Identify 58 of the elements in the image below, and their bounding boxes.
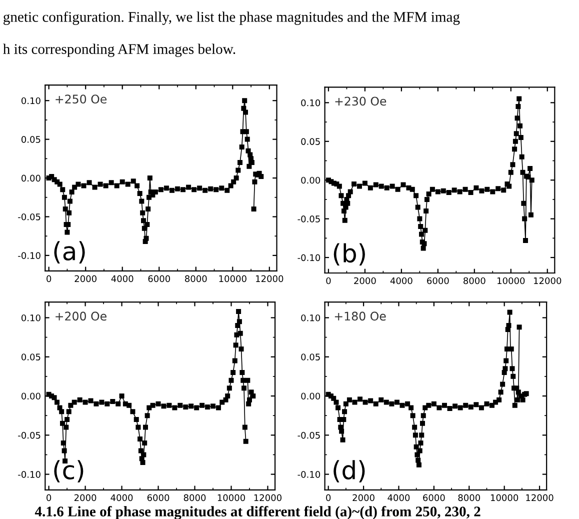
y-tick-label: 0.00	[21, 174, 40, 182]
annotation: (d)	[334, 460, 365, 482]
x-tick-label: 4000	[111, 275, 134, 282]
x-tick-label: 12000	[254, 494, 282, 502]
annotation: (b)	[334, 243, 365, 266]
x-tick-label: 0	[46, 275, 52, 282]
x-tick-label: 12000	[526, 494, 554, 502]
y-tick-label: -0.10	[18, 252, 40, 259]
x-tick-label: 4000	[388, 494, 410, 502]
y-tick-label: -0.10	[298, 471, 320, 478]
x-tick-label: 10000	[219, 275, 246, 282]
annotation: +250 Oe	[56, 94, 107, 104]
y-tick-label: 0.00	[301, 392, 320, 400]
y-tick-label: -0.05	[298, 432, 320, 439]
annotation: +200 Oe	[56, 312, 106, 321]
annotation: (c)	[54, 460, 84, 482]
x-tick-label: 2000	[354, 277, 376, 284]
y-tick-label: -0.05	[18, 432, 40, 439]
y-tick-label: 0.05	[301, 354, 320, 360]
x-tick-label: 6000	[423, 494, 445, 502]
x-tick-label: 0	[326, 277, 331, 284]
y-tick-label: 0.05	[21, 136, 40, 143]
x-tick-label: 12000	[534, 277, 562, 284]
y-tick-label: -0.10	[298, 254, 320, 262]
y-tick-label: -0.05	[298, 216, 320, 222]
text: gnetic configuration. Finally, we list the phase magnitudes and the MFM imag	[4, 11, 460, 25]
annotation: +180 Oe	[334, 312, 386, 321]
annotation: +230 Oe	[335, 96, 386, 106]
y-tick-label: 0.00	[301, 176, 320, 184]
x-tick-label: 10000	[490, 494, 518, 502]
x-tick-label: 10000	[498, 277, 525, 284]
x-tick-label: 2000	[74, 494, 96, 502]
x-tick-label: 0	[46, 494, 52, 502]
annotation: (a)	[54, 241, 85, 264]
y-tick-label: -0.05	[18, 213, 40, 220]
x-tick-label: 2000	[74, 275, 96, 282]
x-tick-label: 6000	[427, 277, 449, 284]
x-tick-label: 10000	[218, 494, 245, 502]
y-tick-label: -0.10	[18, 471, 40, 478]
y-tick-label: 0.10	[301, 99, 320, 106]
x-tick-label: 4000	[390, 277, 412, 284]
x-tick-label: 8000	[464, 277, 486, 284]
x-tick-label: 8000	[184, 494, 206, 502]
y-tick-label: 0.10	[301, 314, 320, 322]
x-tick-label: 2000	[352, 494, 374, 502]
text: h its corresponding AFM images below.	[3, 44, 236, 57]
x-tick-label: 6000	[148, 275, 170, 282]
x-tick-label: 6000	[147, 494, 170, 502]
x-tick-label: 8000	[458, 494, 480, 502]
x-tick-label: 4000	[110, 494, 133, 502]
y-tick-label: 0.05	[301, 138, 320, 145]
y-tick-label: 0.10	[21, 314, 40, 322]
x-tick-label: 0	[326, 494, 331, 502]
x-tick-label: 8000	[185, 275, 207, 282]
y-tick-label: 0.05	[21, 354, 40, 360]
y-tick-label: 0.10	[21, 97, 40, 104]
y-tick-label: 0.00	[21, 392, 40, 400]
x-tick-label: 12000	[256, 275, 284, 282]
